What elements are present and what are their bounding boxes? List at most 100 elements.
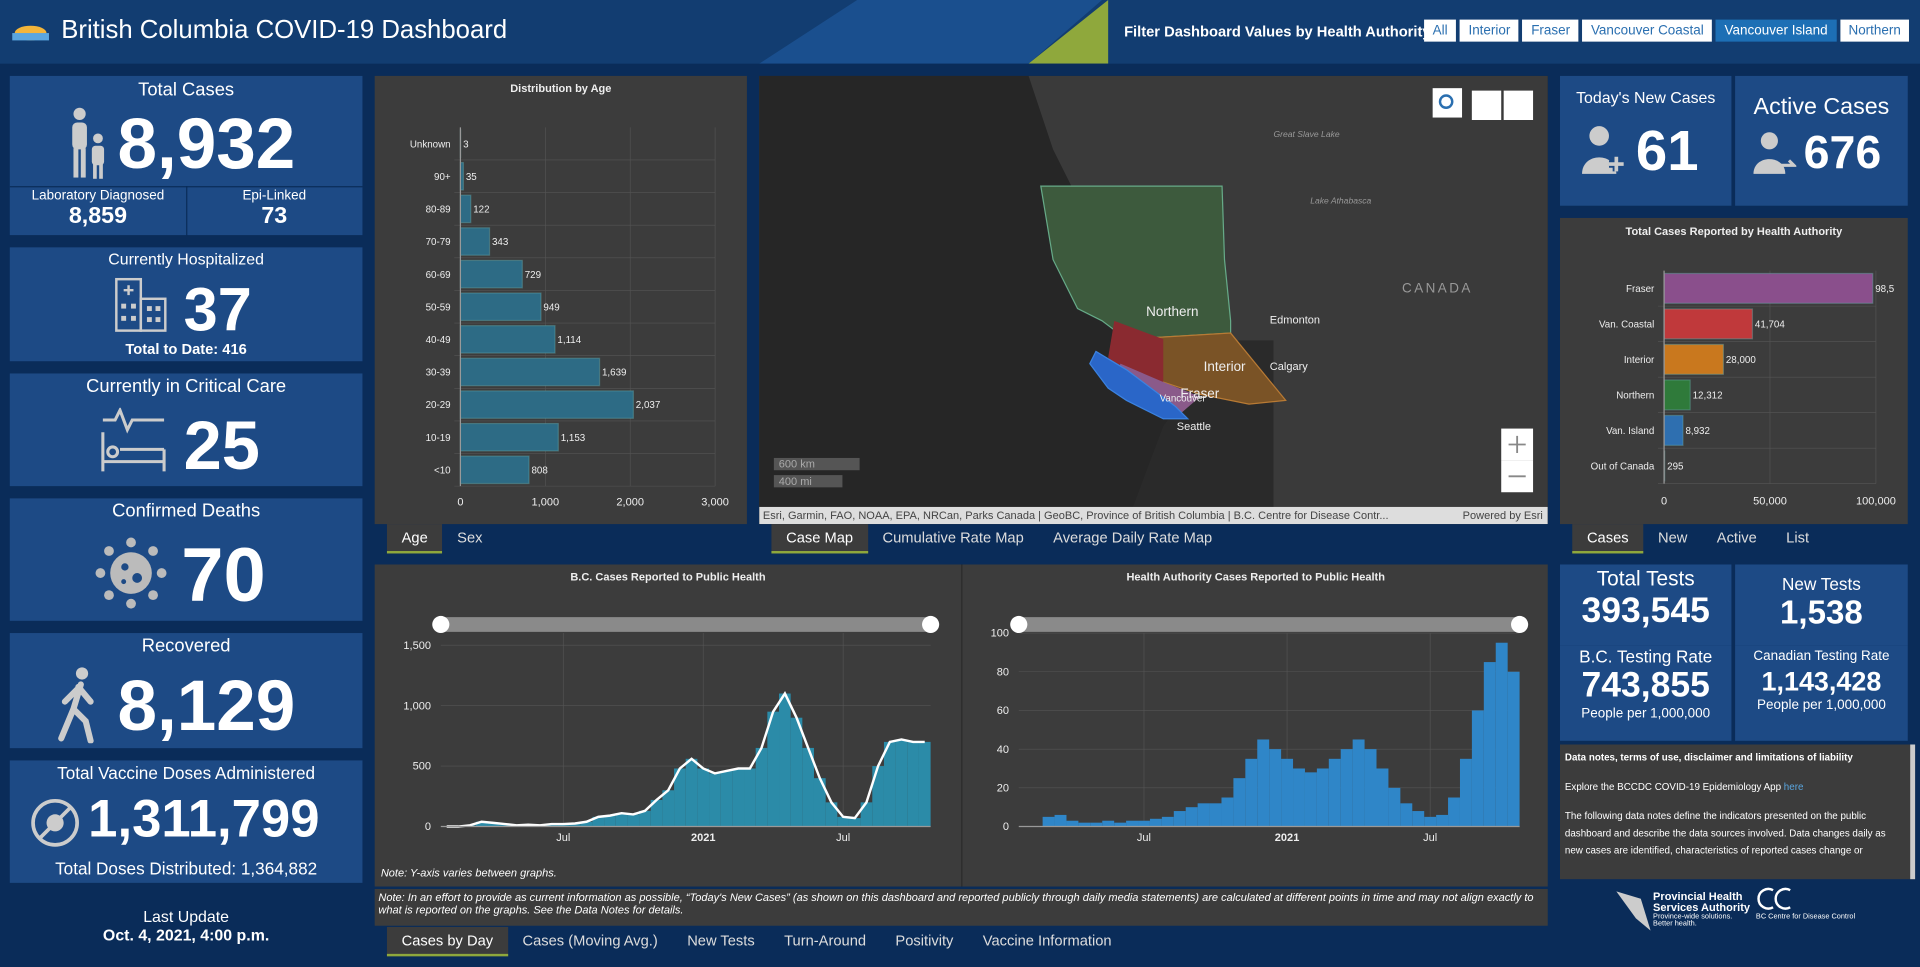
critical-card: Currently in Critical Care 25 — [9, 373, 363, 487]
filter-button[interactable]: All — [1424, 19, 1457, 42]
tab[interactable]: New Tests — [687, 931, 755, 949]
new-tests: New Tests 1,538 — [1735, 564, 1908, 646]
value-label: 8,932 — [1685, 426, 1709, 437]
label: New Tests — [1782, 574, 1861, 594]
y-tick-label: Van. Coastal — [1599, 320, 1654, 331]
bar — [459, 422, 559, 452]
person-arrow-icon — [1753, 132, 1797, 174]
value: 1,143,428 — [1761, 666, 1882, 697]
bar — [872, 766, 884, 827]
tab[interactable]: New — [1657, 528, 1688, 547]
tab[interactable]: Cumulative Rate Map — [882, 528, 1024, 547]
slider-handle — [922, 615, 940, 634]
value-label: 343 — [492, 237, 509, 248]
unit: People per 1,000,000 — [1757, 697, 1886, 713]
scale-label: 400 mi — [779, 476, 812, 488]
filter-button[interactable]: Northern — [1839, 19, 1910, 42]
bar — [1663, 379, 1691, 411]
filter-button[interactable]: Vancouver Coastal — [1582, 19, 1713, 42]
y-tick-label: 20 — [997, 783, 1009, 795]
bar — [1424, 816, 1437, 827]
deaths-card: Confirmed Deaths 70 — [9, 498, 363, 621]
y-tick-label: 40-49 — [426, 335, 451, 346]
filter-button[interactable]: Fraser — [1522, 19, 1579, 42]
notes-link[interactable]: here — [1783, 781, 1804, 793]
bed-icon — [101, 407, 166, 472]
phsa-tagline: Province-wide solutions. Better health. — [1653, 913, 1733, 929]
y-tick-label: 1,500 — [403, 640, 431, 652]
bc-testing-rate: B.C. Testing Rate 743,855 People per 1,000… — [1560, 645, 1732, 741]
slider-handle — [1010, 615, 1028, 634]
label: Total Vaccine Doses Administered — [57, 762, 316, 783]
tab[interactable]: Cases — [1572, 524, 1644, 554]
tab[interactable]: Sex — [457, 528, 483, 547]
label: Recovered — [141, 635, 231, 657]
bottom-tabs: Cases by Day Cases (Moving Avg.) New Tests… — [386, 926, 1126, 957]
bar — [1340, 749, 1353, 827]
bar — [744, 768, 756, 827]
tab[interactable]: Cases (Moving Avg.) — [522, 931, 658, 949]
tab[interactable]: Average Daily Rate Map — [1053, 528, 1213, 547]
bar — [1090, 822, 1103, 827]
value: 70 — [181, 533, 266, 619]
notes-title: Data notes, terms of use, disclaimer and… — [1564, 751, 1853, 763]
tab[interactable]: Cases by Day — [386, 926, 508, 957]
vaccine-card: Total Vaccine Doses Administered 1,311,7… — [9, 760, 363, 883]
y-tick-label: 100 — [991, 628, 1009, 640]
bar — [1257, 739, 1270, 827]
label: Currently in Critical Care — [86, 375, 287, 397]
tab[interactable]: Case Map — [771, 524, 868, 554]
tab[interactable]: Active — [1716, 528, 1757, 547]
powered-by: Powered by Esri — [1463, 510, 1543, 522]
person-plus-icon — [1582, 126, 1624, 174]
tab[interactable]: Positivity — [895, 931, 954, 949]
new-cases-card: Today's New Cases 61 — [1560, 75, 1732, 206]
bar — [825, 802, 838, 827]
logos: Provincial Health Services Authority Pro… — [1611, 887, 1905, 936]
tab[interactable]: Age — [386, 524, 443, 554]
bc-cases-chart: B.C. Cases Reported to Public Health 0 500… — [403, 571, 940, 844]
y-tick-label: <10 — [434, 465, 451, 476]
bar — [1138, 820, 1150, 827]
y-tick-label: 500 — [413, 761, 431, 773]
timeseries-panel: B.C. Cases Reported to Public Health 0 500… — [374, 564, 1548, 887]
bar — [685, 758, 698, 827]
bar — [848, 818, 861, 827]
value-label: 122 — [473, 205, 489, 216]
value: 676 — [1803, 127, 1882, 179]
value: 61 — [1635, 118, 1699, 183]
bar — [459, 259, 523, 289]
bar — [1042, 816, 1055, 827]
value-label: 12,312 — [1693, 391, 1723, 402]
bar — [1185, 807, 1198, 827]
label: Total Tests — [1596, 566, 1695, 591]
map-label: Vancouver — [1160, 394, 1207, 405]
bar — [918, 741, 931, 827]
filter-button[interactable]: Interior — [1459, 19, 1519, 42]
bar — [1304, 772, 1317, 827]
tab[interactable]: Vaccine Information — [982, 931, 1112, 949]
y-tick-label: 0 — [1003, 821, 1009, 833]
bar — [860, 802, 873, 827]
y-tick-label: 1,000 — [403, 700, 431, 712]
tab[interactable]: Turn-Around — [784, 931, 867, 949]
phsa-logo — [1616, 891, 1651, 931]
bar — [883, 741, 896, 827]
filter-button[interactable]: Vancouver Island — [1715, 19, 1837, 42]
bar — [755, 747, 768, 827]
slider-handle — [432, 615, 450, 634]
bar — [1388, 787, 1401, 827]
bar — [1149, 818, 1162, 827]
x-tick-label: 2,000 — [616, 497, 644, 509]
bar — [1352, 739, 1365, 827]
age-tabs: Age Sex — [386, 524, 497, 554]
value-label: 35 — [466, 172, 477, 183]
value: 8,932 — [117, 104, 296, 184]
y-tick-label: 30-39 — [426, 368, 451, 379]
value-label: 1,639 — [602, 368, 626, 379]
tab[interactable]: List — [1786, 528, 1810, 547]
bar — [1376, 768, 1389, 827]
header-decor — [12, 0, 1109, 64]
value: 393,545 — [1581, 591, 1710, 631]
